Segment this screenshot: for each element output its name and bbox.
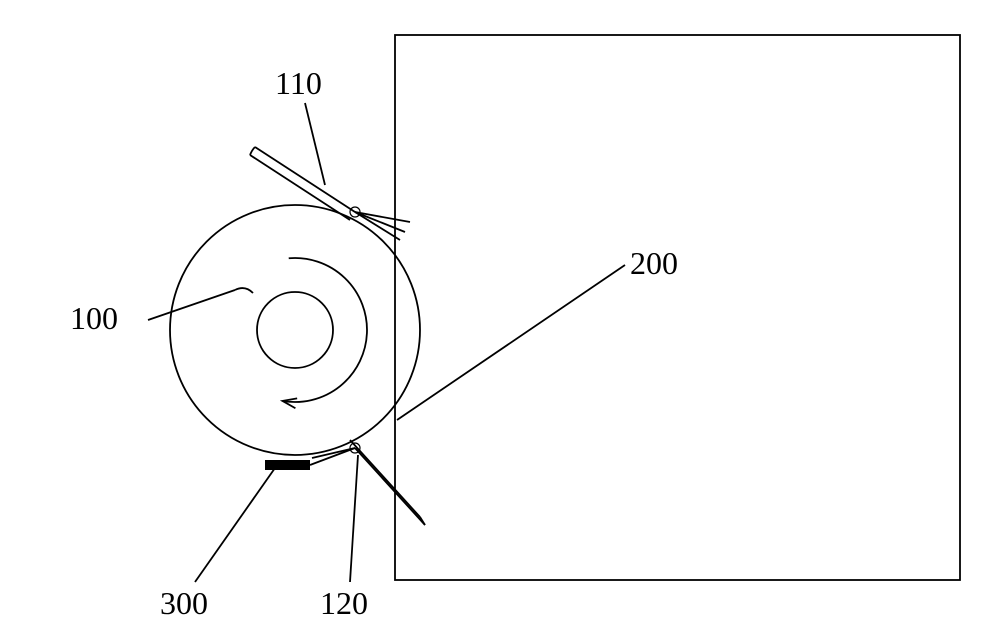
leader-100: [148, 290, 235, 320]
label-100: 100: [70, 300, 118, 337]
upper-blade-leaf1b: [250, 155, 350, 220]
upper-blade-leaf2a: [355, 212, 405, 232]
leader-300: [195, 468, 275, 582]
upper-blade-leaf1-cap: [250, 147, 255, 155]
label-120: 120: [320, 585, 368, 622]
upper-blade-leaf1: [255, 147, 355, 212]
rectangle-200: [395, 35, 960, 580]
rotation-arc: [282, 258, 367, 402]
label-110: 110: [275, 65, 322, 102]
label-300: 300: [160, 585, 208, 622]
inner-circle: [257, 292, 333, 368]
leader-110: [305, 103, 325, 185]
lower-blade-leaf1a: [355, 448, 425, 525]
label-200: 200: [630, 245, 678, 282]
leader-120: [350, 455, 358, 582]
black-mark-300: [265, 460, 310, 470]
leader-200: [397, 265, 625, 420]
outer-circle-100: [170, 205, 420, 455]
rotation-arrowhead: [282, 398, 297, 408]
lower-blade-leaf1b: [350, 440, 420, 517]
leader-100-hook: [235, 288, 253, 293]
